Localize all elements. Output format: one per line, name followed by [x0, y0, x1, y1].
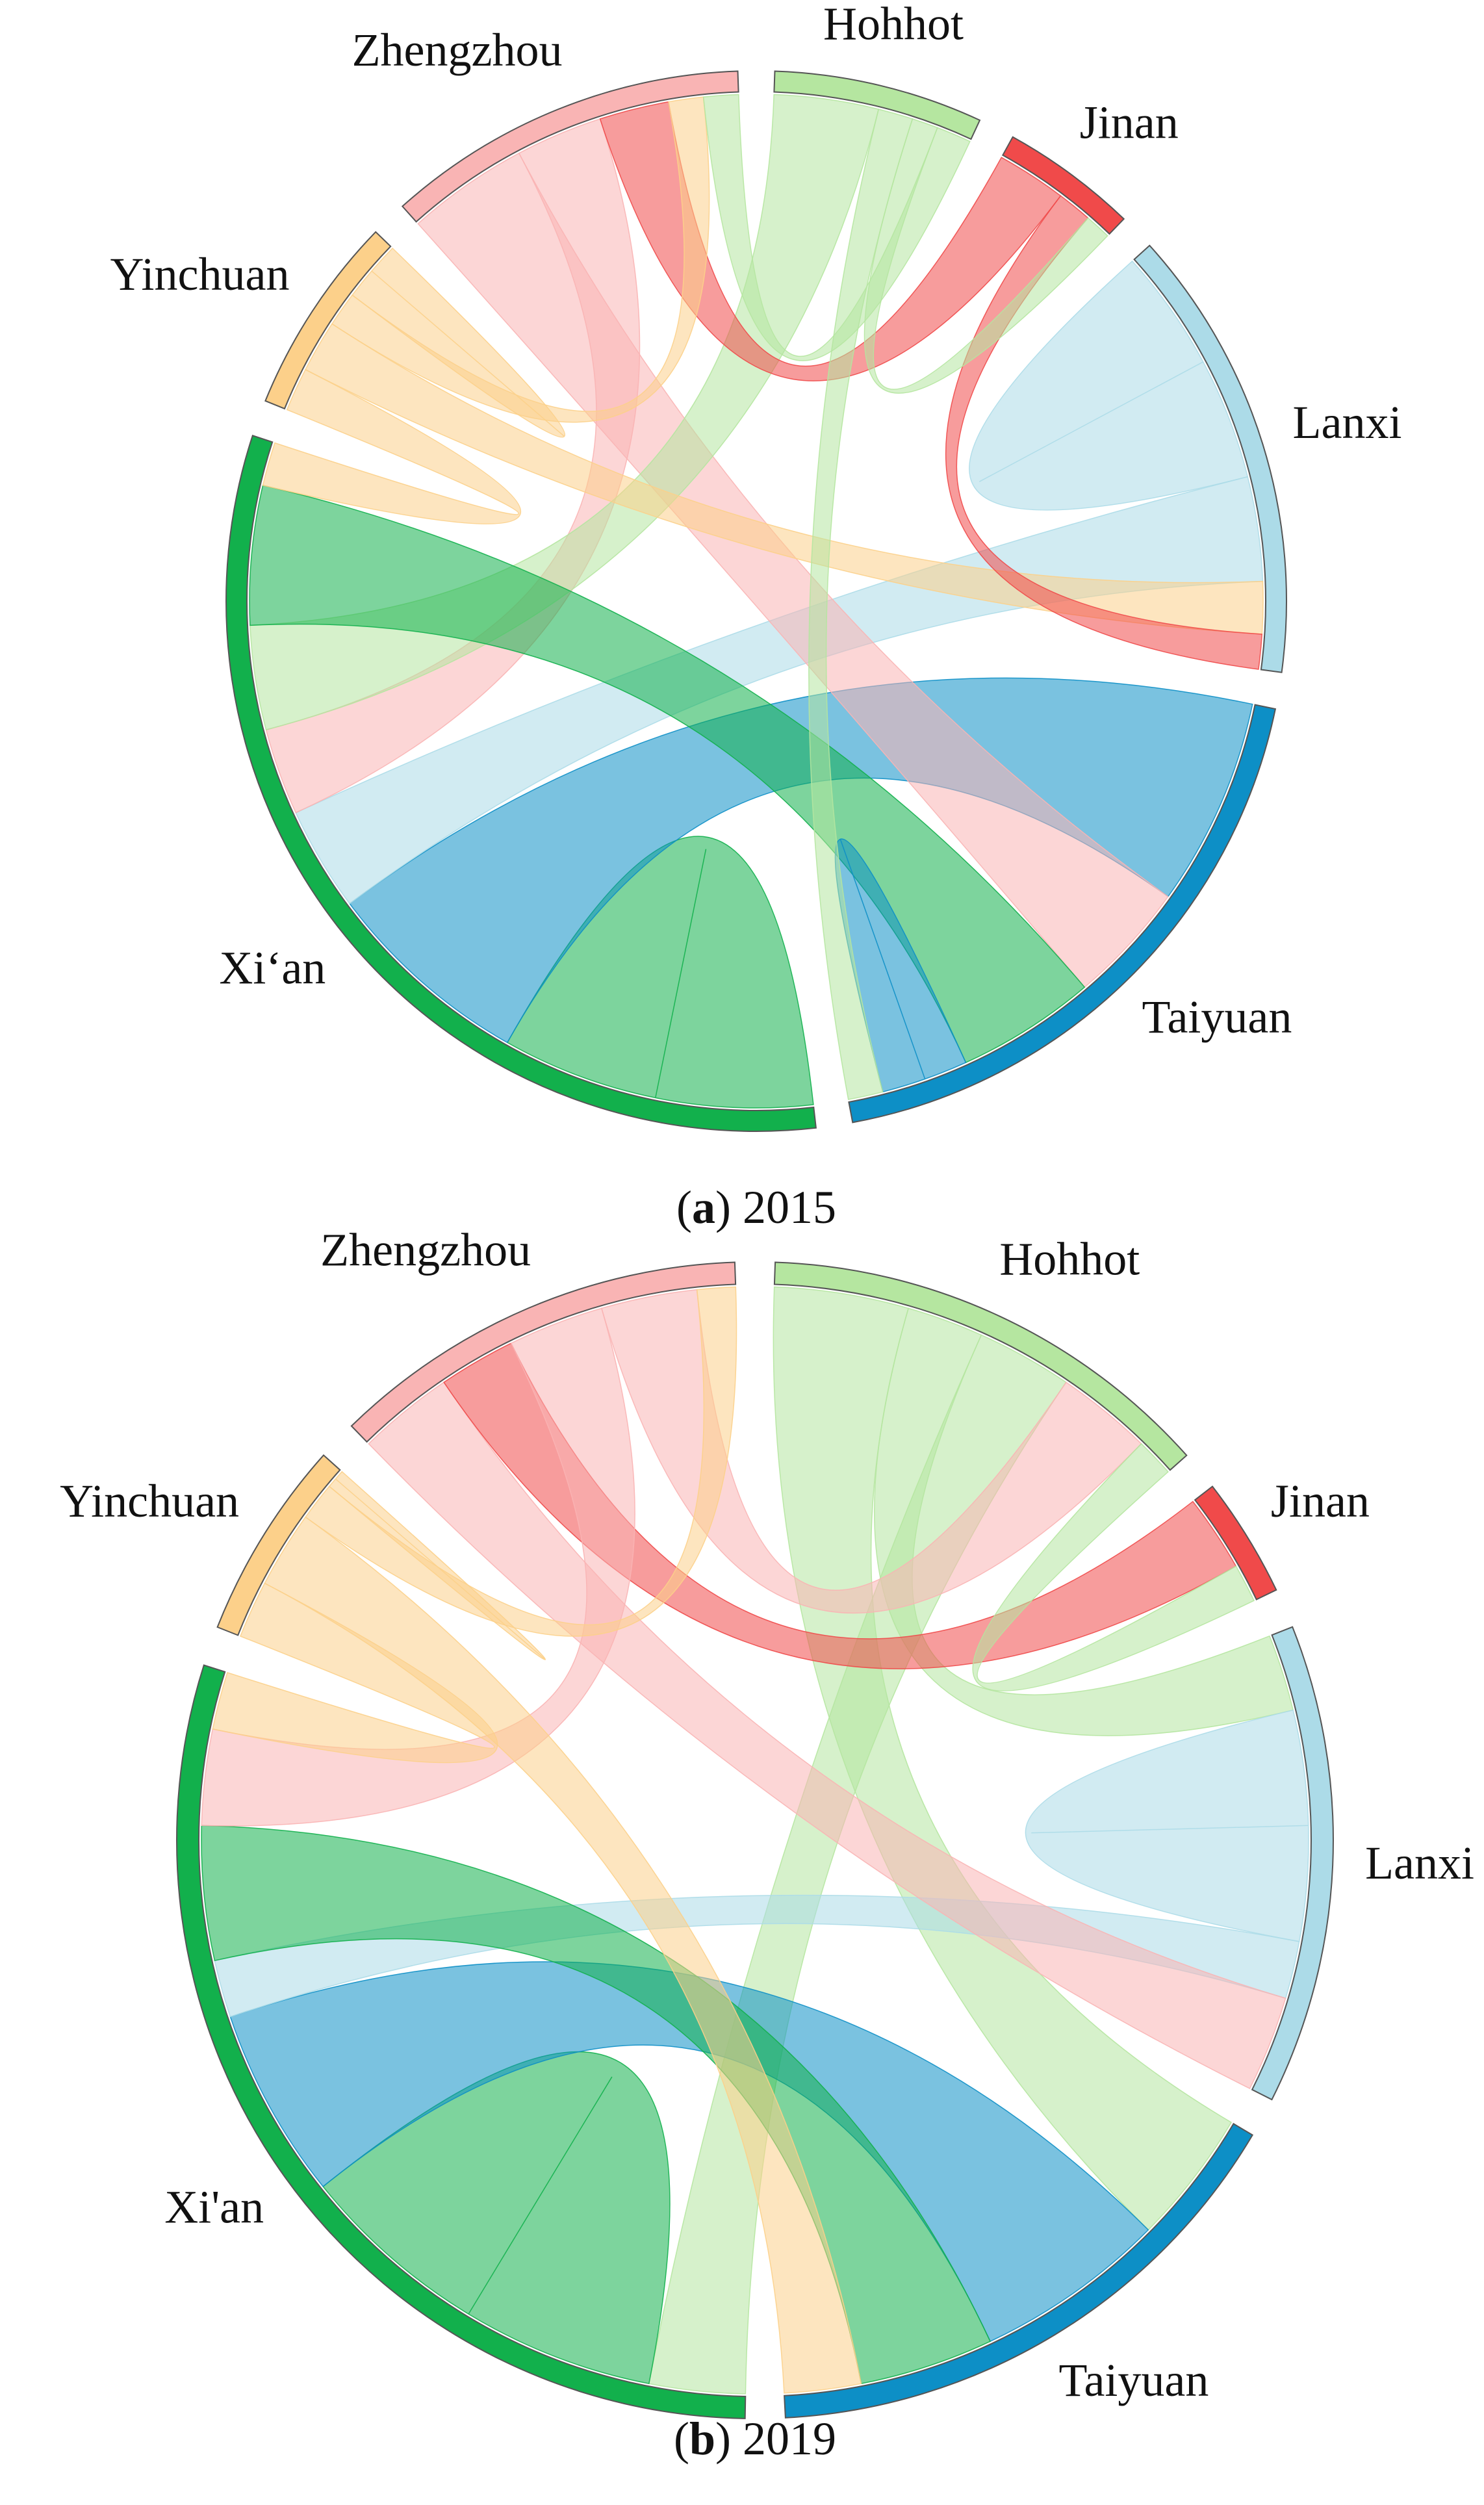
caption-part: ) 2019 — [715, 2413, 836, 2465]
node-arc — [216, 1454, 341, 1636]
caption-part: ( — [674, 2413, 689, 2465]
node-arc — [773, 1261, 1188, 1471]
node-label: Zhengzhou — [320, 1224, 531, 1276]
chord-ribbon — [368, 1381, 1286, 2090]
chord-diagram: Hohhot Jinan Lanxi Taiyuan Xi'an Yinchuan Zhen… — [60, 1224, 1474, 2464]
node-label: Hohhot — [823, 0, 964, 49]
chord-diagram: Hohhot Jinan Lanxi Taiyuan Xi‘an Yinchuan Zhen… — [110, 0, 1402, 1233]
node-arc — [1001, 136, 1125, 235]
chord-ribbon — [1025, 1709, 1309, 1942]
chord-ribbon — [265, 118, 641, 814]
ribbons — [201, 1286, 1309, 2395]
node-label: Taiyuan — [1142, 991, 1292, 1043]
node-label: Hohhot — [999, 1233, 1140, 1285]
chord-ribbon — [702, 94, 971, 361]
chord-ribbon — [201, 1307, 635, 1827]
node-label: Jinan — [1080, 96, 1179, 148]
caption-part: ( — [676, 1181, 692, 1233]
caption-part: a — [692, 1181, 715, 1233]
chord-ribbon — [328, 1471, 546, 1660]
ribbons — [249, 94, 1264, 1109]
chord-ribbon — [249, 94, 880, 731]
node-label: Lanxi — [1293, 396, 1402, 448]
chord-ribbon — [972, 1443, 1255, 1691]
caption-part: b — [689, 2413, 715, 2465]
node-arc — [176, 1664, 747, 2419]
node-label: Yinchuan — [110, 248, 290, 300]
chord-ribbon — [443, 1342, 1237, 1669]
chord-ribbon — [322, 2051, 671, 2385]
caption: (a) 2015 — [676, 1181, 836, 1233]
node-label: Xi'an — [164, 2181, 264, 2233]
node-label: Yinchuan — [60, 1475, 239, 1527]
caption: (b) 2019 — [674, 2413, 836, 2465]
chord-ribbon — [262, 368, 522, 524]
node-arc — [1133, 244, 1287, 673]
node-arc — [401, 70, 739, 223]
node-arc — [784, 2122, 1254, 2419]
caption-part: ) 2015 — [715, 1181, 836, 1233]
chord-ribbon — [305, 323, 1264, 635]
node-label: Xi‘an — [219, 942, 326, 994]
node-label: Taiyuan — [1058, 2354, 1209, 2406]
chord-ribbon — [969, 260, 1249, 511]
node-label: Zhengzhou — [352, 24, 563, 76]
node-arc — [264, 231, 392, 410]
chord-ribbon — [201, 1825, 991, 2385]
node-arc — [1194, 1485, 1277, 1600]
chord-ribbon — [506, 836, 814, 1109]
chord-ribbon — [249, 484, 1086, 1064]
chord-ribbon — [352, 247, 565, 438]
node-arc — [1251, 1626, 1334, 2101]
chord-ribbon — [305, 1286, 737, 1637]
chord-ribbon — [264, 1516, 862, 2394]
node-arc — [350, 1261, 737, 1443]
node-arc — [848, 704, 1277, 1124]
chord-ribbon — [945, 195, 1263, 670]
node-label: Lanxi — [1365, 1837, 1474, 1889]
node-arc — [225, 435, 817, 1132]
chord-ribbon — [808, 109, 914, 1100]
node-arc — [773, 70, 981, 140]
node-label: Jinan — [1271, 1475, 1370, 1527]
